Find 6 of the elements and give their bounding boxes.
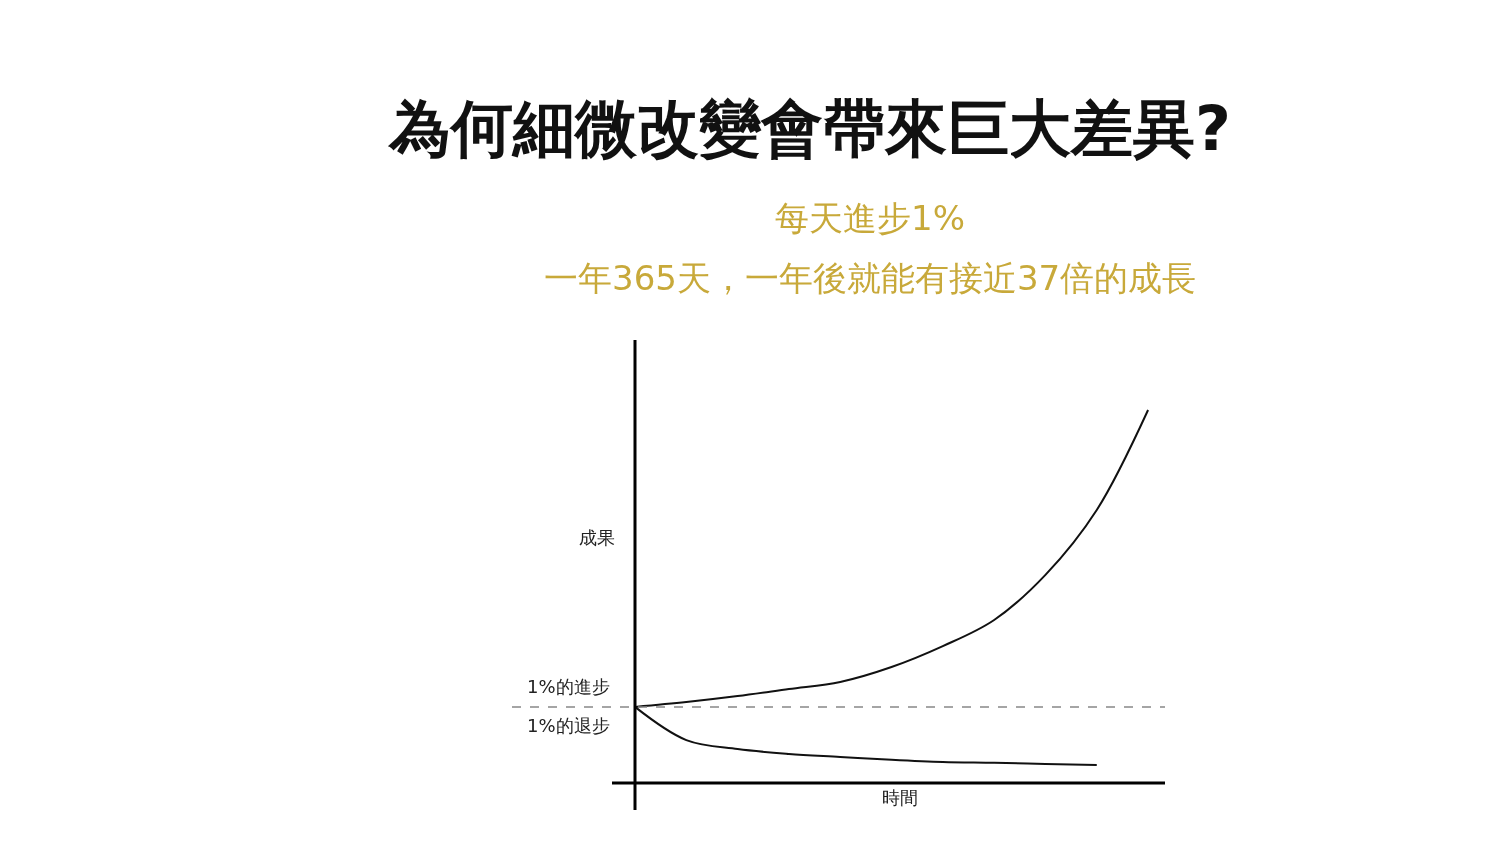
series-label: 1%的退步	[527, 715, 610, 736]
chart-subtitle: 每天進步1% 一年365天，一年後就能有接近37倍的成長	[544, 198, 1197, 298]
chart-title: 為何細微改變會帶來巨大差異?	[387, 91, 1231, 165]
x-axis-title: 時間	[882, 787, 918, 809]
y-axis-title: 成果	[579, 527, 615, 548]
series-label: 1%的進步	[527, 676, 610, 697]
